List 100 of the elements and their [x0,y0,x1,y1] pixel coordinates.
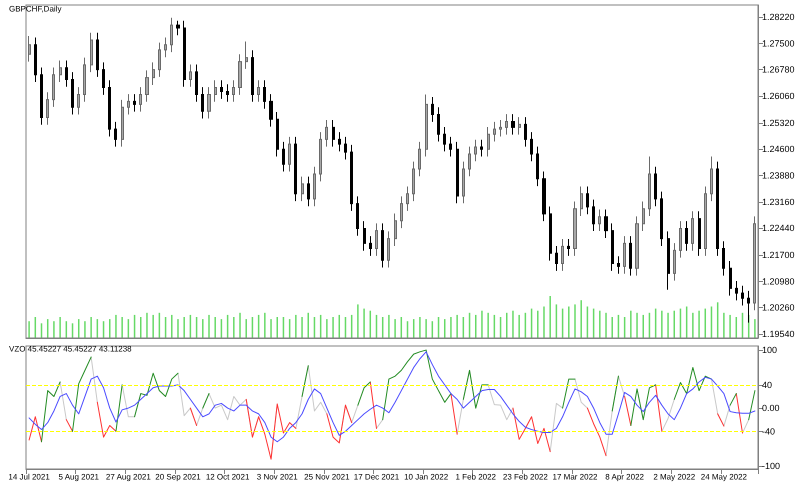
candlestick [288,136,291,172]
candlestick [332,120,335,148]
candlestick [301,176,304,202]
candlestick [412,161,415,202]
candlestick [164,36,167,58]
candlestick [580,186,583,217]
candlestick [307,176,310,207]
candlestick [536,146,539,187]
candlestick [350,144,353,212]
candlestick [518,116,521,136]
candlestick [741,285,744,306]
candlestick [573,200,577,256]
candlestick [530,132,533,162]
y-tick-label: 1.21700 [762,250,795,260]
candlestick [294,136,297,202]
candlestick [207,86,211,120]
x-tick-label: 1 Feb 2022 [456,472,497,482]
candlestick [232,80,235,102]
x-tick-label: 8 Apr 2022 [605,472,645,482]
x-tick-label: 2 May 2022 [653,472,696,482]
candlestick [468,146,471,177]
candlestick [505,114,508,136]
candlestick [685,220,688,252]
candlestick [276,111,279,158]
candlestick [567,238,570,256]
candlestick [704,186,707,256]
candlestick [480,139,483,158]
candlestick [108,80,111,137]
y-tick-label: 1.26060 [762,90,795,101]
candlestick [729,260,732,296]
chart-title: VZO 45.45227 45.45227 43.11238 [9,344,132,354]
candlestick [648,156,651,217]
candlestick [598,208,601,232]
candlestick [456,141,459,204]
candlestick [542,171,546,222]
y-tick-label: 100 [762,345,778,356]
candlestick [679,220,682,258]
candlestick [121,99,124,148]
candlestick [642,200,645,232]
candlestick [59,60,62,83]
candlestick [139,86,142,112]
chart-title: GBPCHF,Daily [9,4,62,14]
x-tick-label: 17 Mar 2022 [552,472,598,482]
candlestick [698,210,701,256]
candlestick [604,208,608,238]
y-tick-label: 1.26780 [762,64,795,75]
candlestick [226,84,229,102]
y-tick-label: 1.23160 [762,196,795,207]
y-tick-label: 1.22440 [762,223,795,234]
candlestick [735,280,738,301]
candlestick [431,96,434,122]
candlestick [387,230,390,268]
candlestick [176,20,180,36]
y-tick-label: 1.20260 [762,302,795,313]
candlestick [586,186,589,215]
candlestick [499,120,502,137]
candlestick [654,166,657,207]
candlestick [319,132,322,182]
x-tick-label: 5 Aug 2021 [58,472,100,482]
candlestick [691,210,694,252]
candlestick [443,126,446,152]
candlestick [549,206,552,262]
candlestick [269,94,273,128]
x-tick-label: 14 Jul 2021 [8,472,50,482]
candlestick [722,240,725,276]
candlestick [394,212,397,246]
candlestick [52,66,55,108]
y-tick-label: 1.28220 [762,12,795,22]
candlestick [629,236,632,276]
x-tick-label: 17 Dec 2021 [354,472,400,482]
candlestick [133,94,136,112]
y-tick-label: -100 [762,461,780,472]
candlestick [487,126,490,158]
candlestick [152,62,155,86]
candlestick [673,242,676,282]
x-tick-label: 25 Nov 2021 [304,472,350,482]
candlestick [245,41,248,70]
candlestick [344,136,347,160]
candlestick [474,139,477,162]
candlestick [220,80,223,100]
candlestick [623,236,626,274]
candlestick [145,70,149,102]
candlestick [592,199,595,232]
candlestick [363,220,366,252]
candlestick [524,116,527,148]
candlestick [437,106,440,142]
candlestick [263,80,266,110]
candlestick [555,245,558,272]
x-tick-label: 12 Oct 2021 [206,472,250,482]
candlestick [90,32,93,73]
candlestick [493,121,496,142]
y-tick-label: 40 [762,380,772,390]
candlestick [667,230,670,290]
candlestick [375,222,378,256]
candlestick [195,64,198,102]
x-tick-label: 27 Aug 2021 [106,472,152,482]
candlestick [462,161,465,204]
y-tick-label: 1.23880 [762,170,795,181]
candlestick [214,80,217,102]
candlestick [40,66,43,126]
